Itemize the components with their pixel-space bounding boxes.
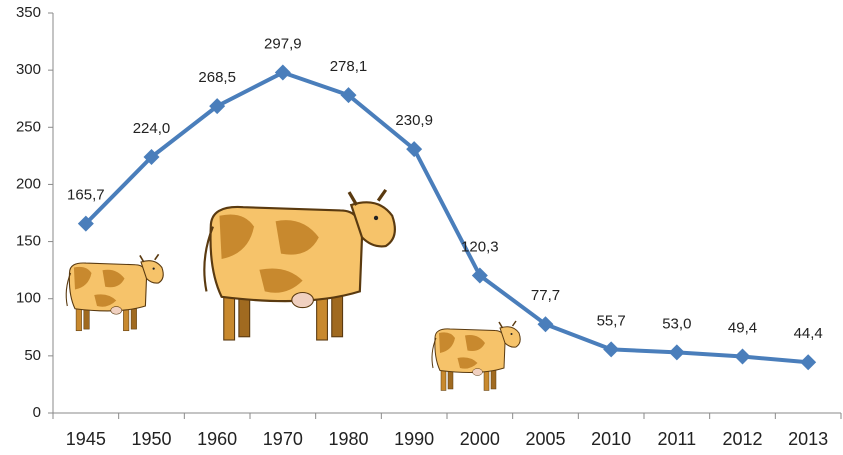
x-tick-label: 2000 — [460, 429, 500, 449]
value-label: 49,4 — [728, 320, 757, 337]
value-label: 297,9 — [264, 36, 302, 53]
data-point — [209, 98, 226, 115]
value-label: 44,4 — [794, 325, 823, 342]
x-tick-label: 2013 — [788, 429, 828, 449]
y-tick-label: 200 — [16, 175, 41, 192]
y-tick-label: 150 — [16, 233, 41, 250]
x-tick-label: 1960 — [197, 429, 237, 449]
x-tick-label: 1970 — [263, 429, 303, 449]
value-label: 268,5 — [198, 69, 236, 86]
x-tick-label: 2010 — [591, 429, 631, 449]
y-tick-label: 300 — [16, 61, 41, 78]
data-line — [84, 70, 809, 365]
data-point — [668, 344, 685, 361]
x-tick-label: 1990 — [394, 429, 434, 449]
x-tick-label: 2005 — [525, 429, 565, 449]
data-point — [537, 316, 554, 333]
value-label: 55,7 — [597, 312, 626, 329]
data-point — [603, 341, 620, 358]
data-point — [340, 87, 357, 104]
y-tick-label: 0 — [33, 404, 41, 421]
value-label: 53,0 — [662, 315, 691, 332]
value-label: 224,0 — [133, 120, 171, 137]
data-point — [471, 267, 488, 284]
value-label: 165,7 — [67, 187, 105, 204]
x-tick-label: 2011 — [657, 429, 696, 449]
data-point — [800, 354, 817, 371]
data-point — [143, 149, 160, 165]
cow-illustration — [202, 188, 397, 342]
value-label: 77,7 — [531, 287, 560, 304]
data-point — [274, 64, 291, 81]
y-tick-label: 100 — [16, 290, 41, 307]
y-tick-label: 50 — [24, 347, 41, 364]
y-tick-label: 350 — [16, 4, 41, 21]
data-point — [734, 348, 751, 365]
value-label: 120,3 — [461, 238, 499, 255]
data-point — [406, 141, 423, 158]
x-tick-label: 2012 — [722, 429, 762, 449]
value-label: 230,9 — [395, 112, 433, 129]
x-tick-label: 1945 — [66, 429, 106, 449]
cow-illustration — [431, 320, 521, 392]
y-tick-label: 250 — [16, 118, 41, 135]
x-tick-label: 1950 — [131, 429, 171, 449]
data-point — [77, 215, 94, 232]
value-label: 278,1 — [330, 58, 368, 75]
x-tick-label: 1980 — [328, 429, 368, 449]
cow-illustration — [65, 253, 165, 332]
